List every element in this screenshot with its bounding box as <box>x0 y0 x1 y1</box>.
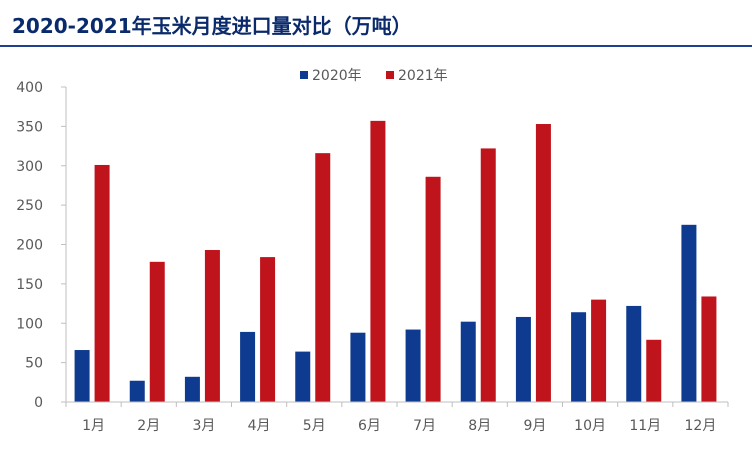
title-underline <box>0 45 752 47</box>
x-tick-label: 1月 <box>82 418 105 434</box>
x-tick-label: 12月 <box>685 418 717 434</box>
y-tick-label: 100 <box>16 316 43 332</box>
x-tick-label: 5月 <box>303 418 326 434</box>
bar-2021-11 <box>646 339 662 402</box>
x-tick-label: 2月 <box>137 418 160 434</box>
x-axis: 1月 2月 3月 4月 5月 6月 7月 8月 9月 10月 11月 12月 <box>65 401 729 434</box>
bar-2021-6 <box>370 120 386 403</box>
bar-2021-10 <box>591 299 607 402</box>
bar-2021-12 <box>701 296 717 402</box>
bar-2021-1 <box>94 164 110 402</box>
x-tick-label: 8月 <box>468 418 491 434</box>
bar-2020-4 <box>240 331 256 402</box>
bar-2020-3 <box>184 376 200 402</box>
bar-2021-9 <box>535 124 551 402</box>
legend-label-2020: 2020年 <box>312 68 362 84</box>
chart-title: 2020-2021年玉米月度进口量对比（万吨） <box>12 14 412 38</box>
legend-swatch-2020 <box>300 71 308 79</box>
y-tick-label: 200 <box>16 238 43 254</box>
legend-swatch-2021 <box>386 71 394 79</box>
x-tick-label: 10月 <box>574 418 606 434</box>
y-tick-label: 250 <box>16 198 43 214</box>
x-tick-label: 7月 <box>413 418 436 434</box>
x-tick-label: 9月 <box>523 418 546 434</box>
y-tick-label: 300 <box>16 159 43 175</box>
y-tick-label: 50 <box>25 356 43 372</box>
bar-2020-10 <box>571 312 587 402</box>
y-tick-label: 350 <box>16 119 43 135</box>
bar-2020-5 <box>295 351 311 402</box>
legend-label-2021: 2021年 <box>398 68 448 84</box>
bar-2020-1 <box>74 350 90 402</box>
x-tick-label: 11月 <box>629 418 661 434</box>
bar-2020-2 <box>129 380 145 402</box>
bar-2021-5 <box>315 153 331 402</box>
bar-2021-4 <box>260 257 276 402</box>
x-tick-label: 4月 <box>248 418 271 434</box>
y-tick-label: 150 <box>16 277 43 293</box>
x-tick-label: 3月 <box>192 418 215 434</box>
bar-2021-8 <box>480 148 496 402</box>
y-axis: 0 50 100 150 200 250 300 350 400 <box>16 80 67 411</box>
bar-2020-11 <box>626 305 642 402</box>
bar-2020-9 <box>515 316 531 402</box>
y-tick-label: 400 <box>16 80 43 96</box>
legend: 2020年 2021年 <box>300 68 448 84</box>
bars <box>74 120 717 403</box>
bar-2021-3 <box>204 250 220 402</box>
bar-2021-2 <box>149 261 165 402</box>
bar-2020-12 <box>681 224 697 402</box>
bar-2021-7 <box>425 176 441 402</box>
bar-2020-6 <box>350 332 366 402</box>
bar-2020-7 <box>405 329 421 402</box>
y-tick-label: 0 <box>34 395 43 411</box>
x-tick-label: 6月 <box>358 418 381 434</box>
bar-2020-8 <box>460 321 476 402</box>
